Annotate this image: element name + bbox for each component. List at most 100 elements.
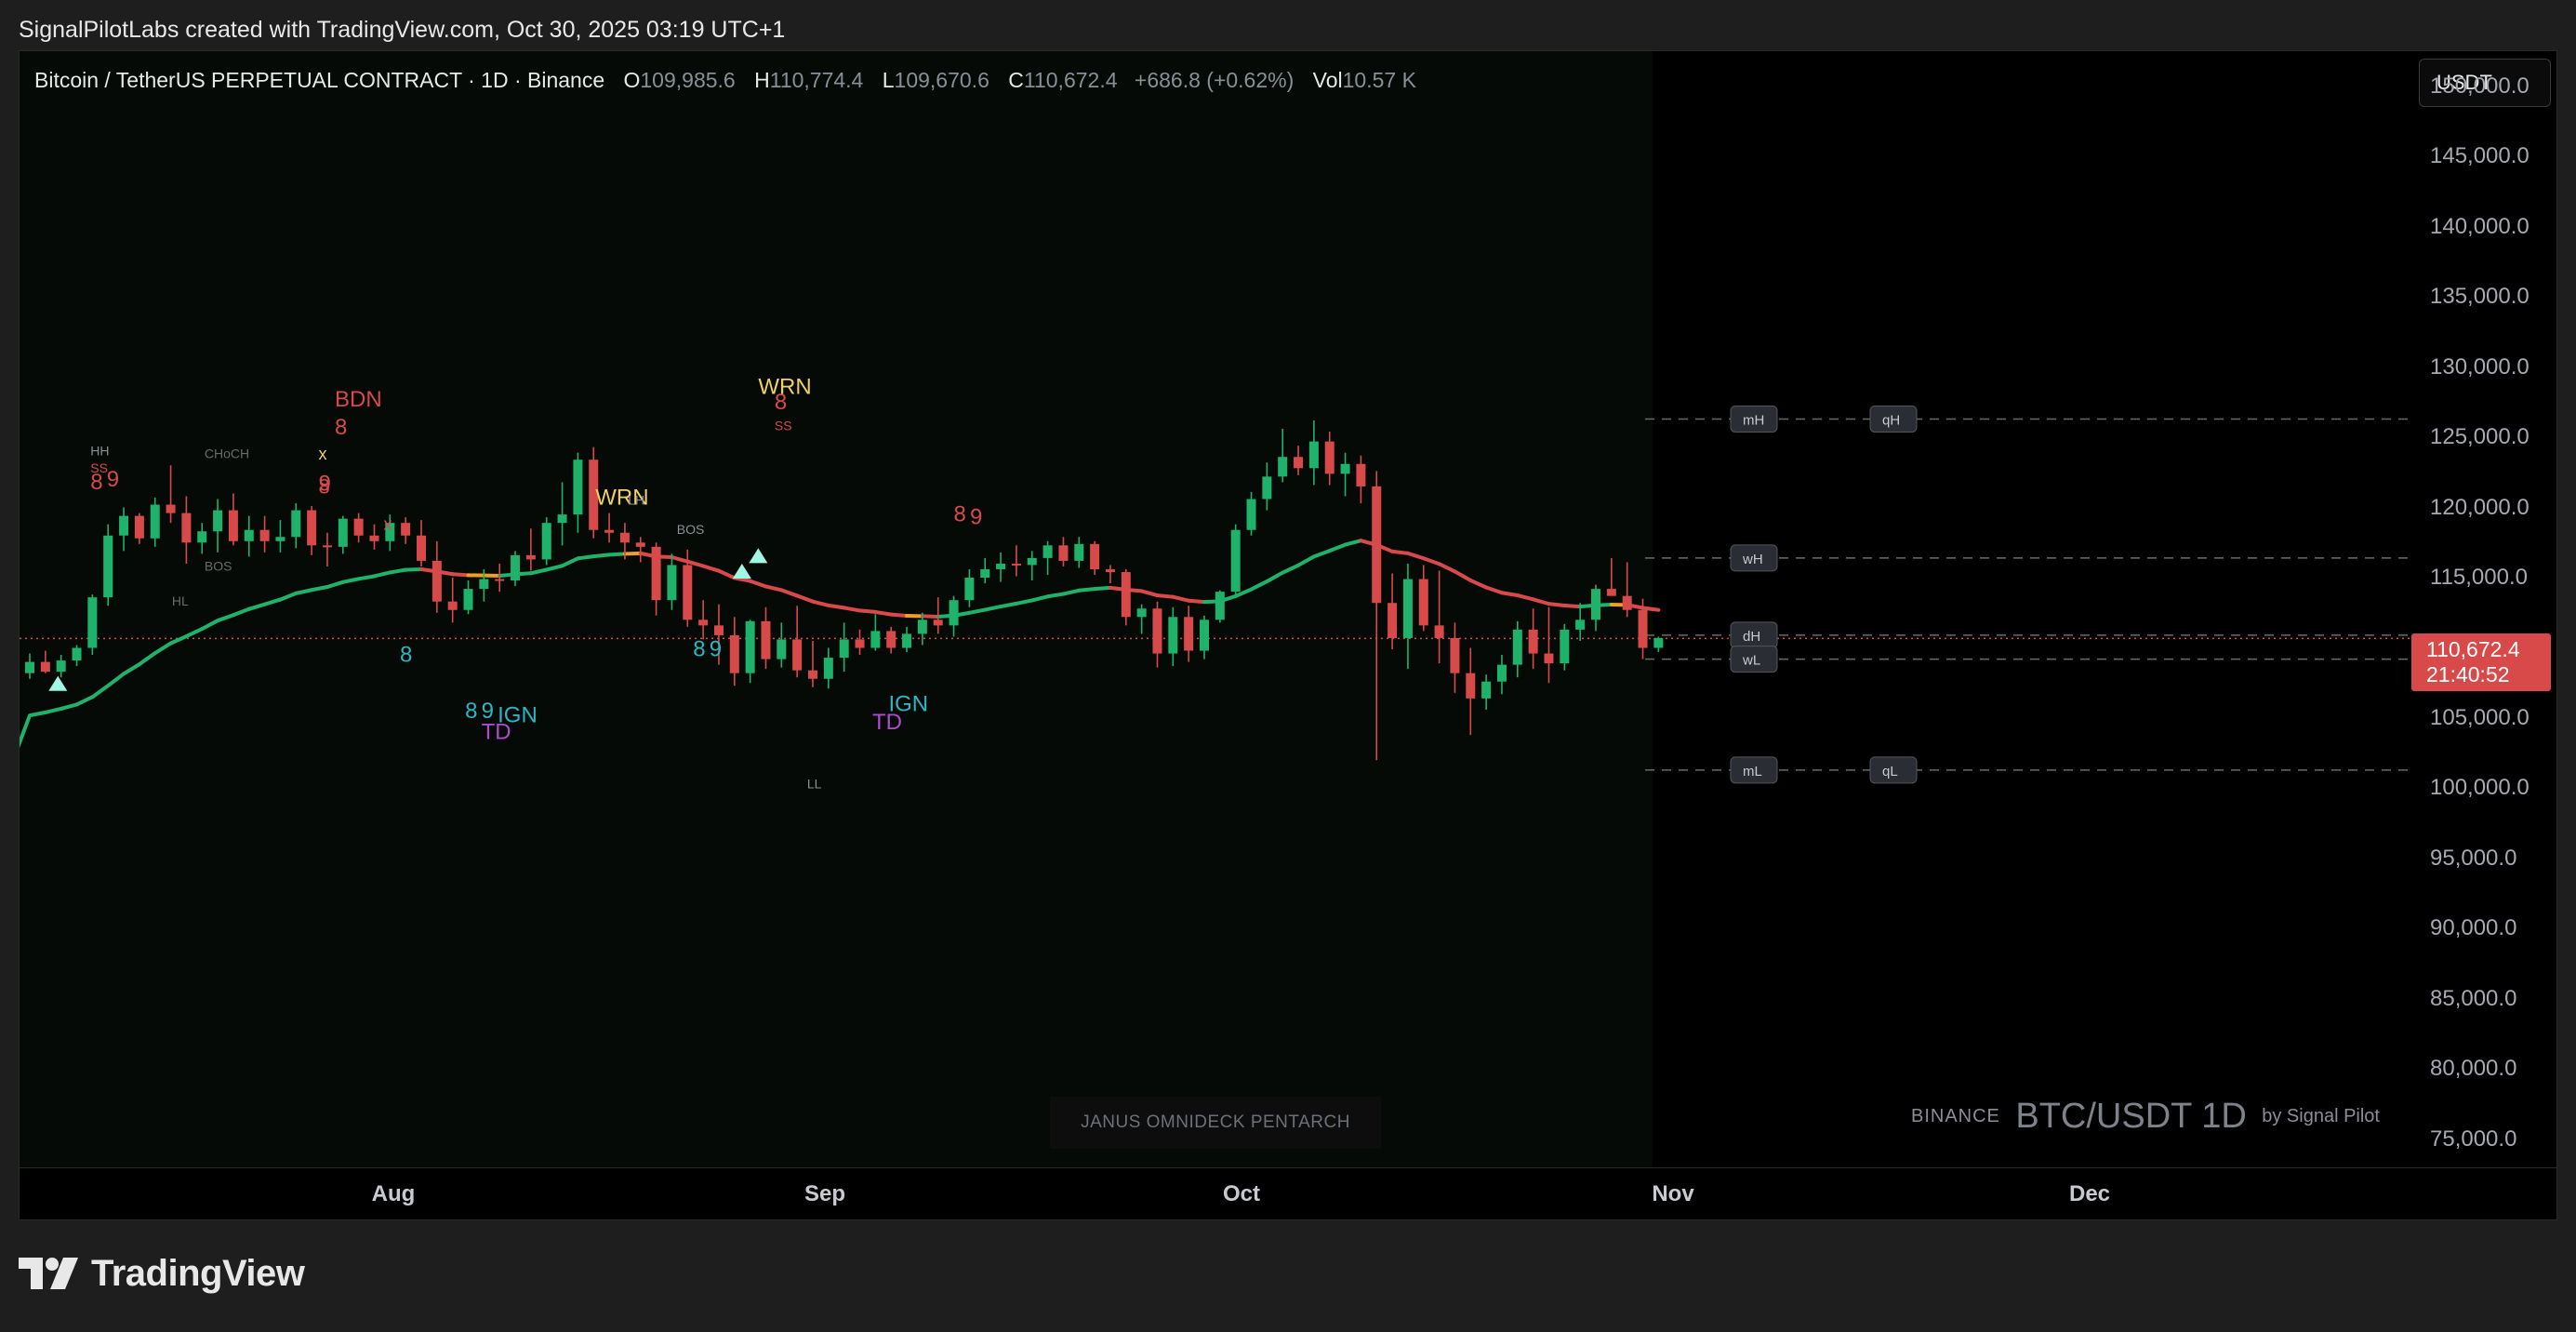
bar-countdown: 21:40:52 <box>2426 662 2510 686</box>
moving-average-segment <box>1187 598 1206 605</box>
candle-body <box>1340 463 1350 474</box>
currency-button[interactable]: USDT <box>2419 59 2551 107</box>
current-price-tag: 110,672.4 21:40:52 <box>2411 633 2551 691</box>
signal-label: 8 <box>90 470 102 495</box>
moving-average-segment <box>826 603 846 610</box>
signal-label: LH <box>628 493 644 508</box>
moving-average-segment <box>1061 588 1082 596</box>
candle-body <box>1434 625 1444 638</box>
symbol-name[interactable]: Bitcoin / TetherUS PERPETUAL CONTRACT · … <box>34 68 605 92</box>
candle-body <box>1184 617 1194 651</box>
level-pill-label: qH <box>1882 412 1900 428</box>
indicator-label: JANUS OMNIDECK PENTARCH <box>1050 1097 1381 1149</box>
signal-label: TD <box>482 720 511 745</box>
signal-label: TD <box>872 710 902 735</box>
candle-body <box>40 661 50 673</box>
moving-average-segment <box>607 552 627 557</box>
candle-body <box>619 532 630 543</box>
candle-body <box>1560 629 1570 664</box>
tradingview-brand[interactable]: TradingView <box>19 1253 305 1295</box>
candle-body <box>447 601 458 610</box>
candle-body <box>902 633 912 648</box>
moving-average-segment <box>1233 587 1254 598</box>
signal-label: 9 <box>970 505 982 530</box>
candle-body <box>635 542 645 547</box>
level-pill <box>1730 756 1778 784</box>
candle-body <box>1027 557 1037 566</box>
signal-label: IGN <box>498 703 538 728</box>
candle-body <box>166 504 176 513</box>
candle-body <box>1450 637 1460 673</box>
price-tick: 95,000.0 <box>2430 845 2517 871</box>
candle-body <box>1638 609 1648 648</box>
price-tick: 115,000.0 <box>2430 565 2528 591</box>
candle-body <box>980 568 990 579</box>
moving-average-segment <box>528 567 549 576</box>
time-tick: Nov <box>1652 1181 1694 1206</box>
level-pill-label: mL <box>1743 764 1762 779</box>
moving-average-segment <box>1499 591 1520 598</box>
moving-average-segment <box>137 651 157 667</box>
candle-body <box>1042 545 1053 558</box>
moving-average-segment <box>1171 594 1191 603</box>
candle-body <box>1402 579 1413 638</box>
moving-average-segment <box>74 695 95 707</box>
moving-average-segment <box>544 564 564 572</box>
moving-average-segment <box>216 613 235 623</box>
signal-label: 9 <box>318 471 330 496</box>
time-tick: Aug <box>371 1181 416 1206</box>
moving-average-segment <box>999 601 1018 609</box>
candle-body <box>103 535 113 598</box>
price-tick: 150,000.0 <box>2430 73 2530 99</box>
moving-average-segment <box>1155 593 1175 599</box>
moving-average-segment <box>857 608 878 614</box>
candle-body <box>713 625 724 635</box>
moving-average-segment <box>1249 579 1269 592</box>
candle-body <box>338 518 348 547</box>
moving-average-segment <box>920 614 940 619</box>
candle-body <box>1496 664 1507 682</box>
price-tick: 125,000.0 <box>2430 424 2530 450</box>
candle-body <box>181 513 192 543</box>
candle-body <box>322 545 332 548</box>
candle-body <box>1418 579 1428 626</box>
time-tick: Dec <box>2068 1181 2111 1206</box>
candle-body <box>511 554 521 581</box>
candle-body <box>1152 608 1162 654</box>
moving-average-segment <box>168 634 189 646</box>
moving-average-segment <box>153 641 173 656</box>
moving-average-segment <box>262 597 283 606</box>
price-tick: 130,000.0 <box>2430 353 2530 380</box>
moving-average-segment <box>873 609 894 617</box>
level-pill-label: mH <box>1743 412 1764 428</box>
candle-body <box>353 518 364 536</box>
open-label: O <box>623 68 641 92</box>
candle-body <box>1528 629 1538 654</box>
price-axis[interactable]: 150,000.0 145,000.0 140,000.0 135,000.0 130,… <box>2419 51 2556 1167</box>
moving-average-segment <box>811 599 830 607</box>
moving-average-segment <box>325 579 345 589</box>
price-tick: 85,000.0 <box>2430 985 2517 1011</box>
price-tick: 75,000.0 <box>2430 1126 2517 1152</box>
candle-body <box>479 579 489 590</box>
moving-average-segment <box>1405 551 1426 561</box>
watermark-symbol: BTC/USDT 1D <box>2015 1097 2247 1136</box>
chart-panel[interactable]: HH SS 8 9 CHoCH BOS HL BDN 8 9 x 8 x 8 IGN TD 8 9 WRN LH BOS… <box>19 50 2557 1220</box>
signal-label: SS <box>775 419 792 433</box>
moving-average-segment <box>685 559 706 568</box>
candle-body <box>1606 589 1616 596</box>
price-tick: 100,000.0 <box>2430 775 2530 801</box>
candle-body <box>119 515 129 536</box>
moving-average-segment <box>1421 556 1441 566</box>
candle-body <box>1278 457 1288 477</box>
level-pill-label: wH <box>1742 552 1763 567</box>
time-axis[interactable]: Aug Sep Oct Nov Dec <box>20 1167 2556 1219</box>
level-pill <box>1869 756 1918 784</box>
candle-body <box>729 634 739 673</box>
candle-body <box>777 639 787 659</box>
candle-body <box>1512 629 1522 665</box>
symbol-legend[interactable]: Bitcoin / TetherUS PERPETUAL CONTRACT · … <box>34 68 1416 93</box>
signal-label: 9 <box>107 467 119 492</box>
high-label: H <box>754 68 770 92</box>
